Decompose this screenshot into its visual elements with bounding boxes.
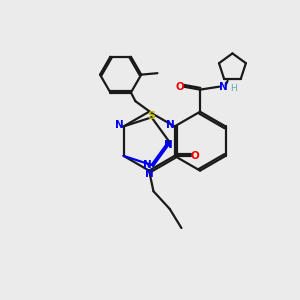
Text: N: N [164,140,173,150]
Text: N: N [167,120,175,130]
Text: N: N [116,120,124,130]
Text: N: N [145,169,153,179]
Text: N: N [143,160,152,170]
Text: N: N [219,82,228,92]
Text: S: S [148,111,156,121]
Text: H: H [230,84,236,93]
Text: O: O [176,82,184,92]
Text: O: O [190,151,199,161]
